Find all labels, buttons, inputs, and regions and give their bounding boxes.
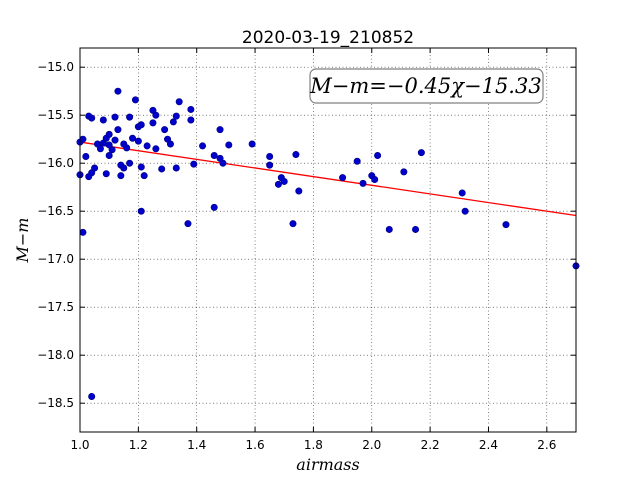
data-point — [126, 113, 134, 121]
data-point — [400, 168, 408, 176]
x-tick-label: 1.2 — [129, 438, 148, 452]
data-point — [152, 111, 160, 119]
data-point — [385, 225, 393, 233]
data-point — [280, 177, 288, 185]
data-point — [161, 126, 169, 134]
x-axis-label: airmass — [296, 455, 359, 474]
x-tick-label: 1.0 — [70, 438, 89, 452]
data-point — [88, 114, 96, 122]
data-point — [105, 130, 113, 138]
x-tick-label: 2.6 — [537, 438, 556, 452]
data-point — [374, 152, 382, 160]
data-point — [266, 161, 274, 169]
data-point — [131, 96, 139, 104]
data-point — [117, 172, 125, 180]
data-point — [210, 152, 218, 160]
data-point — [166, 140, 174, 148]
data-point — [274, 180, 282, 188]
data-point — [123, 144, 131, 152]
data-point — [359, 179, 367, 187]
data-point — [114, 126, 122, 134]
data-point — [134, 137, 142, 145]
x-tick-label: 2.4 — [479, 438, 498, 452]
data-point — [79, 228, 87, 236]
data-point — [248, 140, 256, 148]
data-point — [184, 220, 192, 228]
data-point — [339, 174, 347, 182]
y-tick-label: −18.0 — [37, 348, 74, 362]
data-point — [219, 159, 227, 167]
data-point — [199, 142, 207, 150]
data-point — [158, 165, 166, 173]
y-tick-label: −16.5 — [37, 204, 74, 218]
x-tick-label: 1.6 — [246, 438, 265, 452]
y-axis-label: M−m — [13, 218, 32, 264]
data-point — [126, 159, 134, 167]
data-point — [461, 207, 469, 215]
data-point — [289, 220, 297, 228]
fit-equation: M−m=−0.45χ−15.33 — [309, 74, 541, 98]
data-point — [137, 207, 145, 215]
data-point — [143, 142, 151, 150]
equation-box-border — [309, 68, 544, 104]
x-tick-label: 1.4 — [187, 438, 206, 452]
data-point — [187, 116, 195, 124]
y-tick-label: −17.5 — [37, 300, 74, 314]
y-tick-label: −16.0 — [37, 156, 74, 170]
fit-equation-box: M−m=−0.45χ−15.33 — [309, 68, 544, 104]
data-point — [458, 189, 466, 197]
data-point — [149, 119, 157, 127]
fit-line — [79, 141, 577, 217]
data-point — [96, 145, 104, 153]
chart-title: 2020-03-19_210852 — [242, 28, 414, 48]
data-point — [91, 164, 99, 172]
y-tick-label: −18.5 — [37, 396, 74, 410]
grid-lines — [80, 48, 576, 432]
x-axis-ticks: 1.0 1.2 1.4 1.6 1.8 2.0 2.2 2.4 2.6 — [70, 48, 556, 452]
data-point — [417, 149, 425, 157]
data-point — [111, 113, 119, 121]
data-point — [140, 172, 148, 180]
data-point — [190, 160, 198, 168]
y-axis-ticks: −15.0 −15.5 −16.0 −16.5 −17.0 −17.5 −18.0 −18.5 — [37, 60, 576, 410]
data-point — [152, 145, 160, 153]
data-point — [225, 141, 233, 149]
data-point — [137, 163, 145, 171]
data-point — [371, 176, 379, 184]
data-point — [120, 164, 128, 172]
data-point — [82, 152, 90, 160]
y-tick-label: −17.0 — [37, 252, 74, 266]
data-point — [105, 152, 113, 160]
data-point — [412, 225, 420, 233]
data-point — [216, 126, 224, 134]
data-point — [172, 164, 180, 172]
data-point — [102, 170, 110, 178]
data-point — [129, 134, 137, 142]
plot-frame — [79, 47, 577, 433]
data-point — [353, 157, 361, 165]
y-tick-label: −15.0 — [37, 60, 74, 74]
data-point — [187, 105, 195, 113]
data-point — [210, 203, 218, 211]
y-tick-label: −15.5 — [37, 108, 74, 122]
x-tick-label: 1.8 — [304, 438, 323, 452]
data-point — [175, 98, 183, 106]
data-point — [172, 112, 180, 120]
data-point — [108, 146, 116, 154]
x-tick-label: 2.0 — [362, 438, 381, 452]
data-point — [114, 87, 122, 95]
data-point — [137, 121, 145, 129]
data-point — [266, 152, 274, 160]
x-tick-label: 2.2 — [421, 438, 440, 452]
data-point — [502, 221, 510, 229]
data-point — [295, 187, 303, 195]
data-point — [99, 116, 107, 124]
data-point — [111, 136, 119, 144]
data-point — [292, 151, 300, 159]
data-point — [79, 135, 87, 143]
data-point — [88, 392, 96, 400]
data-point — [169, 118, 177, 126]
